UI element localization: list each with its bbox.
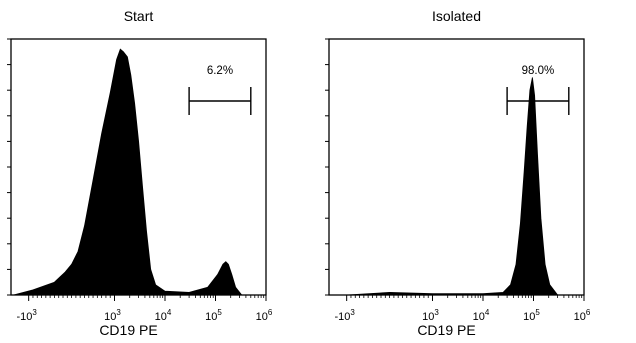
x-tick-label: 105 [205, 308, 222, 323]
histogram-panel-isolated: Isolated -103 103 104 105 106 CD19 PE 98.0% [318, 0, 636, 343]
x-tick-exponent: 3 [434, 308, 439, 317]
x-tick-base: 10 [523, 311, 535, 323]
x-tick-label: 104 [473, 308, 490, 323]
x-tick-label: 106 [574, 308, 591, 323]
gate-percentage-label: 98.0% [522, 65, 555, 77]
x-tick-exponent: 6 [268, 308, 273, 317]
histogram-area [13, 48, 243, 296]
x-tick-label: 105 [523, 308, 540, 323]
x-tick-base: 10 [205, 311, 217, 323]
x-tick-exponent: 3 [32, 308, 37, 317]
gate-percentage-label: 6.2% [207, 65, 233, 77]
x-axis-label: CD19 PE [99, 322, 157, 338]
x-tick-label: 106 [256, 308, 273, 323]
x-tick-exponent: 5 [217, 308, 222, 317]
x-tick-base: 10 [256, 311, 268, 323]
histogram-panel-start: Start -103 103 104 105 106 CD19 PE 6.2% [7, 8, 273, 338]
x-tick-base: 10 [574, 311, 586, 323]
chart-title: Isolated [432, 8, 481, 24]
x-tick-label: -103 [334, 308, 355, 323]
histogram-area [331, 77, 559, 296]
chart-title: Start [124, 8, 154, 24]
x-tick-label: 103 [104, 308, 121, 323]
x-tick-exponent: 4 [485, 308, 490, 317]
x-tick-base: 10 [104, 311, 116, 323]
x-tick-base: -10 [334, 311, 350, 323]
x-tick-exponent: 6 [586, 308, 591, 317]
x-tick-base: 10 [473, 311, 485, 323]
x-tick-exponent: 5 [535, 308, 540, 317]
x-tick-exponent: 4 [167, 308, 172, 317]
x-tick-label: 104 [155, 308, 172, 323]
x-tick-base: 10 [422, 311, 434, 323]
x-tick-exponent: 3 [116, 308, 121, 317]
plot-frame [328, 38, 585, 296]
x-axis-label: CD19 PE [417, 322, 475, 338]
x-tick-base: 10 [155, 311, 167, 323]
x-tick-label: -103 [16, 308, 37, 323]
x-tick-exponent: 3 [350, 308, 355, 317]
x-tick-label: 103 [422, 308, 439, 323]
x-tick-base: -10 [16, 311, 32, 323]
